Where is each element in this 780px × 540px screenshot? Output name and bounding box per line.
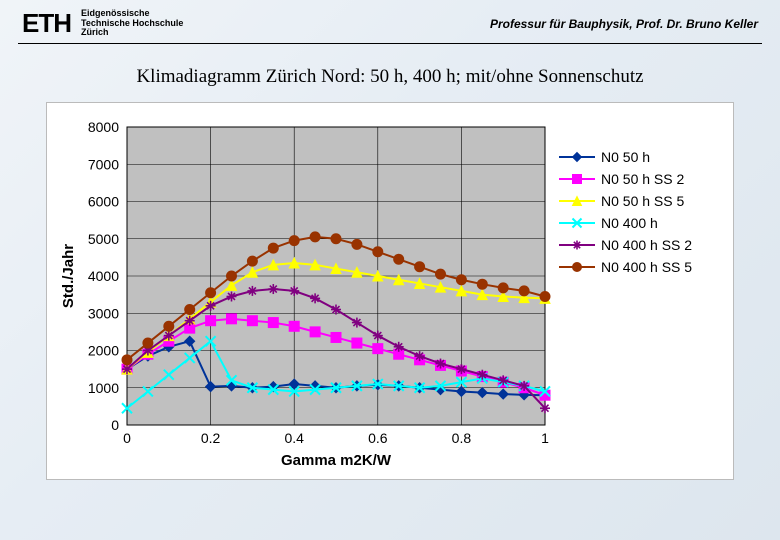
legend-item: N0 400 h: [559, 215, 725, 231]
legend-label: N0 400 h SS 5: [601, 259, 692, 275]
svg-text:7000: 7000: [88, 156, 119, 172]
eth-logo: ETH: [22, 8, 71, 39]
chart-container: 0 0.2 0.4 0.6 0.8 1 0 1000 2000 3000 4000 5000 6000 7…: [46, 102, 734, 480]
svg-text:0: 0: [111, 417, 119, 433]
svg-text:2000: 2000: [88, 343, 119, 359]
legend-item: N0 400 h SS 2: [559, 237, 725, 253]
svg-text:4000: 4000: [88, 268, 119, 284]
svg-text:0.2: 0.2: [201, 430, 221, 446]
legend-item: N0 50 h SS 5: [559, 193, 725, 209]
legend-item: N0 50 h: [559, 149, 725, 165]
legend-swatch: [559, 194, 595, 208]
legend-label: N0 50 h SS 2: [601, 171, 684, 187]
slide-title: Klimadiagramm Zürich Nord: 50 h, 400 h; …: [0, 66, 780, 88]
eth-subtitle: Eidgenössische Technische Hochschule Zür…: [81, 9, 183, 39]
header-rule: [18, 43, 762, 44]
svg-text:Std./Jahr: Std./Jahr: [60, 244, 77, 308]
legend-label: N0 400 h: [601, 215, 658, 231]
legend-item: N0 50 h SS 2: [559, 171, 725, 187]
chart-legend: N0 50 h N0 50 h SS 2 N0 50 h SS 5 N0 400 h N…: [555, 113, 725, 473]
svg-text:3000: 3000: [88, 305, 119, 321]
chart-plot: 0 0.2 0.4 0.6 0.8 1 0 1000 2000 3000 4000 5000 6000 7…: [55, 113, 555, 473]
svg-text:1: 1: [541, 430, 549, 446]
svg-text:5000: 5000: [88, 231, 119, 247]
slide-header: ETH Eidgenössische Technische Hochschule…: [0, 0, 780, 41]
svg-text:0.8: 0.8: [452, 430, 472, 446]
legend-label: N0 50 h SS 5: [601, 193, 684, 209]
svg-text:8000: 8000: [88, 119, 119, 135]
legend-swatch: [559, 238, 595, 252]
professur-label: Professur für Bauphysik, Prof. Dr. Bruno…: [490, 17, 758, 31]
legend-label: N0 50 h: [601, 149, 650, 165]
svg-text:1000: 1000: [88, 380, 119, 396]
legend-swatch: [559, 260, 595, 274]
legend-swatch: [559, 172, 595, 186]
legend-swatch: [559, 216, 595, 230]
svg-text:0.4: 0.4: [284, 430, 304, 446]
legend-swatch: [559, 150, 595, 164]
svg-text:6000: 6000: [88, 194, 119, 210]
svg-text:0.6: 0.6: [368, 430, 388, 446]
eth-logo-block: ETH Eidgenössische Technische Hochschule…: [22, 8, 183, 39]
legend-label: N0 400 h SS 2: [601, 237, 692, 253]
eth-sub-line: Zürich: [81, 28, 183, 38]
svg-text:Gamma m2K/W: Gamma m2K/W: [281, 452, 392, 469]
svg-text:0: 0: [123, 430, 131, 446]
legend-item: N0 400 h SS 5: [559, 259, 725, 275]
